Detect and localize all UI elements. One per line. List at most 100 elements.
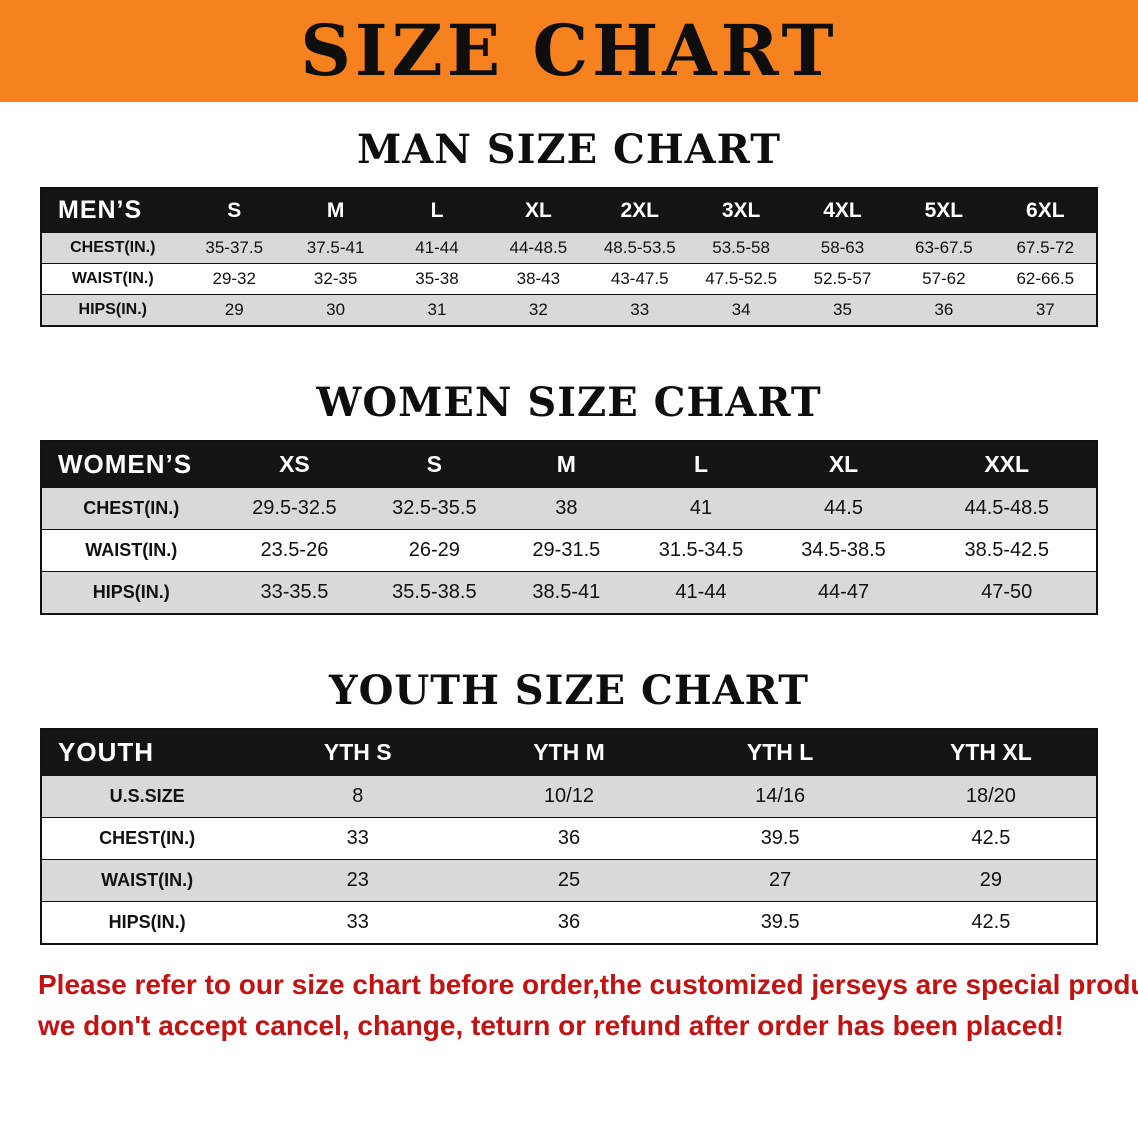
size-cell: 44-47 — [769, 571, 918, 614]
youth-table-wrap: YOUTH YTH S YTH M YTH L YTH XL U.S.SIZE … — [0, 728, 1138, 945]
table-row: WAIST(IN.) 23.5-26 26-29 29-31.5 31.5-34… — [41, 529, 1097, 572]
size-cell: 39.5 — [674, 817, 886, 860]
size-cell: 29.5-32.5 — [220, 487, 369, 530]
column-header: 2XL — [620, 198, 659, 222]
women-header-row: WOMEN’S XS S M L XL XXL — [41, 441, 1097, 488]
size-cell: 36 — [893, 294, 995, 326]
size-cell: 31 — [386, 294, 488, 326]
size-cell: 33-35.5 — [220, 571, 369, 614]
column-header: S — [227, 198, 242, 222]
column-header: XL — [828, 451, 859, 477]
column-header: M — [326, 198, 345, 222]
size-cell: 42.5 — [885, 901, 1097, 944]
column-header: L — [693, 451, 708, 477]
column-header: M — [556, 451, 576, 477]
size-cell: 32 — [487, 294, 590, 326]
women-size-table: WOMEN’S XS S M L XL XXL CHEST(IN.) 29.5-… — [40, 440, 1098, 615]
size-cell: 34.5-38.5 — [769, 529, 918, 572]
size-cell: 34 — [690, 294, 792, 326]
size-cell: 26-29 — [368, 529, 501, 572]
table-row: WAIST(IN.) 29-32 32-35 35-38 38-43 43-47… — [41, 263, 1097, 295]
men-header-row: MEN’S S M L XL 2XL 3XL 4XL 5XL 6XL — [41, 188, 1097, 233]
column-header: 4XL — [823, 198, 862, 222]
column-header: XXL — [984, 451, 1030, 477]
size-cell: 29 — [885, 859, 1097, 902]
size-cell: 23 — [252, 859, 464, 902]
size-cell: 33 — [589, 294, 691, 326]
row-label: U.S.SIZE — [41, 775, 253, 818]
size-cell: 44-48.5 — [487, 232, 590, 264]
table-row: HIPS(IN.) 33 36 39.5 42.5 — [41, 901, 1097, 944]
size-cell: 41 — [632, 487, 770, 530]
youth-header-label: YOUTH — [58, 737, 154, 767]
size-cell: 25 — [463, 859, 675, 902]
size-cell: 57-62 — [893, 263, 995, 295]
size-cell: 44.5 — [769, 487, 918, 530]
size-cell: 37.5-41 — [284, 232, 387, 264]
youth-section-title: YOUTH SIZE CHART — [329, 667, 809, 714]
size-cell: 23.5-26 — [220, 529, 369, 572]
size-cell: 42.5 — [885, 817, 1097, 860]
size-cell: 36 — [463, 817, 675, 860]
table-row: WAIST(IN.) 23 25 27 29 — [41, 859, 1097, 902]
column-header: 3XL — [721, 198, 761, 222]
size-cell: 63-67.5 — [893, 232, 995, 264]
size-cell: 52.5-57 — [791, 263, 894, 295]
table-row: CHEST(IN.) 29.5-32.5 32.5-35.5 38 41 44.… — [41, 487, 1097, 530]
size-cell: 47.5-52.5 — [690, 263, 792, 295]
size-cell: 29-31.5 — [500, 529, 633, 572]
size-cell: 33 — [252, 817, 464, 860]
youth-header-row: YOUTH YTH S YTH M YTH L YTH XL — [41, 729, 1097, 776]
size-cell: 39.5 — [674, 901, 886, 944]
row-label: WAIST(IN.) — [41, 529, 221, 572]
disclaimer-text: Please refer to our size chart before or… — [0, 945, 1138, 1046]
column-header: 6XL — [1026, 198, 1065, 222]
youth-size-table: YOUTH YTH S YTH M YTH L YTH XL U.S.SIZE … — [40, 728, 1098, 945]
size-cell: 58-63 — [791, 232, 894, 264]
size-cell: 29 — [183, 294, 285, 326]
row-label: HIPS(IN.) — [41, 294, 184, 326]
size-cell: 67.5-72 — [994, 232, 1097, 264]
size-cell: 38.5-41 — [500, 571, 633, 614]
size-cell: 27 — [674, 859, 886, 902]
size-cell: 31.5-34.5 — [632, 529, 770, 572]
size-cell: 37 — [994, 294, 1097, 326]
column-header: YTH M — [533, 739, 605, 765]
size-cell: 43-47.5 — [589, 263, 691, 295]
men-table-wrap: MEN’S S M L XL 2XL 3XL 4XL 5XL 6XL CHEST… — [0, 187, 1138, 327]
size-cell: 38.5-42.5 — [917, 529, 1097, 572]
size-cell: 35 — [791, 294, 894, 326]
size-cell: 29-32 — [183, 263, 285, 295]
row-label: CHEST(IN.) — [41, 817, 253, 860]
size-cell: 62-66.5 — [994, 263, 1097, 295]
row-label: CHEST(IN.) — [41, 232, 184, 264]
size-cell: 14/16 — [674, 775, 886, 818]
women-table-wrap: WOMEN’S XS S M L XL XXL CHEST(IN.) 29.5-… — [0, 440, 1138, 615]
men-header-label: MEN’S — [58, 196, 143, 224]
row-label: HIPS(IN.) — [41, 901, 253, 944]
column-header: YTH L — [746, 739, 814, 765]
size-cell: 32-35 — [284, 263, 387, 295]
size-cell: 35.5-38.5 — [368, 571, 501, 614]
row-label: HIPS(IN.) — [41, 571, 221, 614]
banner-title: SIZE CHART — [300, 9, 838, 92]
row-label: WAIST(IN.) — [41, 263, 184, 295]
size-cell: 35-37.5 — [183, 232, 285, 264]
size-cell: 38 — [500, 487, 633, 530]
row-label: CHEST(IN.) — [41, 487, 221, 530]
women-header-label: WOMEN’S — [58, 449, 193, 479]
size-cell: 41-44 — [386, 232, 488, 264]
column-header: YTH S — [323, 739, 392, 765]
table-row: U.S.SIZE 8 10/12 14/16 18/20 — [41, 775, 1097, 818]
column-header: XL — [524, 198, 552, 222]
size-cell: 10/12 — [463, 775, 675, 818]
size-cell: 35-38 — [386, 263, 488, 295]
size-cell: 32.5-35.5 — [368, 487, 501, 530]
table-row: CHEST(IN.) 35-37.5 37.5-41 41-44 44-48.5… — [41, 232, 1097, 264]
size-cell: 8 — [252, 775, 464, 818]
size-chart-banner: SIZE CHART — [0, 0, 1138, 102]
size-cell: 47-50 — [917, 571, 1097, 614]
column-header: L — [430, 198, 444, 222]
size-cell: 53.5-58 — [690, 232, 792, 264]
size-cell: 33 — [252, 901, 464, 944]
